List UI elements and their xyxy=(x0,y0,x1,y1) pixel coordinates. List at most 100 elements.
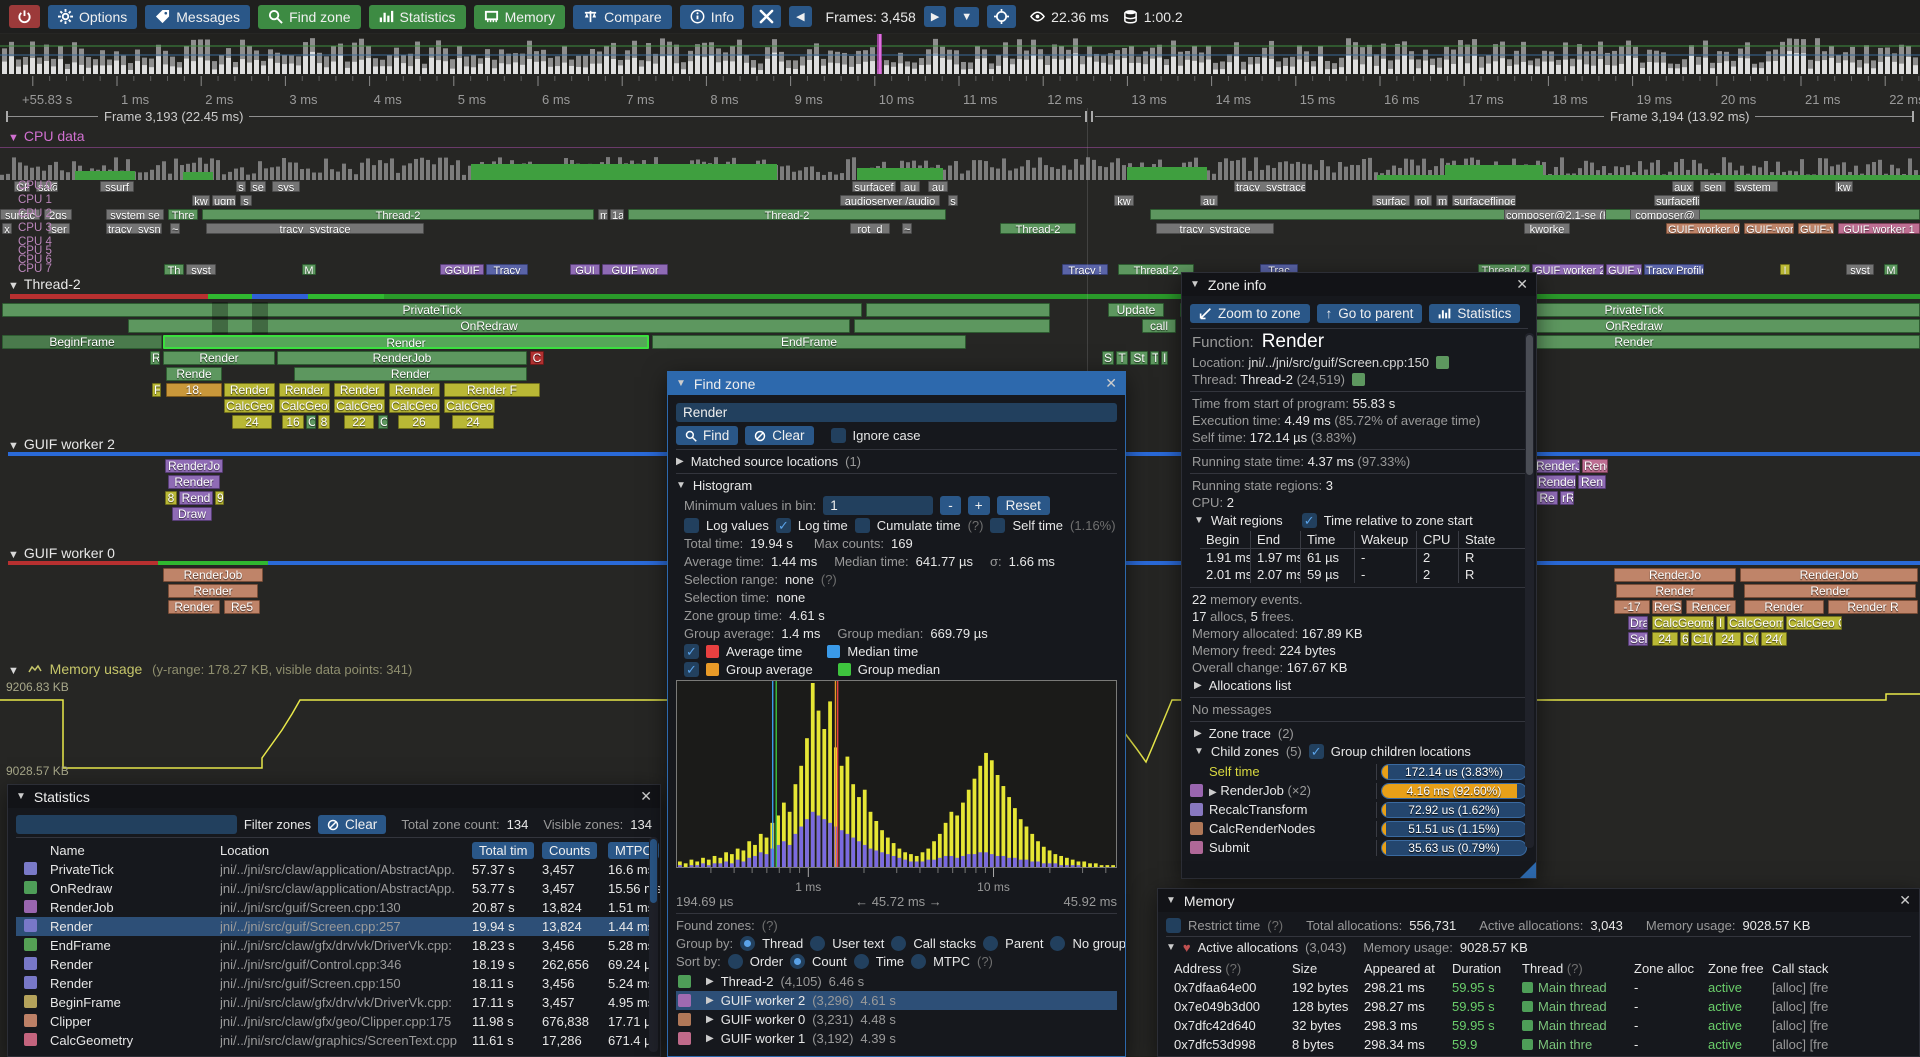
zone-tracy_systrace[interactable]: tracy_systrace xyxy=(1234,181,1306,192)
zone-8[interactable]: 8 xyxy=(318,415,330,429)
memory-titlebar[interactable]: ▼ Memory ✕ xyxy=(1158,889,1919,912)
zone-sen[interactable]: sen xyxy=(1700,181,1726,192)
zone-unlabeled[interactable] xyxy=(212,302,228,318)
zone-unlabeled[interactable] xyxy=(212,318,228,334)
zone-x[interactable]: x xyxy=(2,223,12,234)
thread2-header[interactable]: ▼ Thread-2 xyxy=(8,276,81,292)
found-zone-group[interactable]: ▶ GUIF worker 1 (3,192) 4.39 s xyxy=(676,1029,1117,1048)
zone-Render[interactable]: Render xyxy=(163,351,275,365)
frame-row[interactable]: Frame 3,193 (22.45 ms) Frame 3,194 (13.9… xyxy=(0,108,1920,125)
zone-CalcGeome[interactable]: CalcGeome xyxy=(1652,616,1714,630)
zone-CalcGeo[interactable]: CalcGeo xyxy=(389,399,440,413)
wait-region-row[interactable]: 1.91 ms 1.97 ms 61 µs -2 R xyxy=(1200,549,1528,566)
group-by-radio-user-text[interactable] xyxy=(810,936,826,951)
memory-col-header[interactable]: Address (?) xyxy=(1174,960,1242,976)
memory-allocation-row[interactable]: 0x7e049b3d00 128 bytes 298.27 ms 59.95 s Mai… xyxy=(1166,997,1911,1016)
zone-T[interactable]: T xyxy=(1150,351,1159,365)
zone-Tracy Profiler[interactable]: Tracy Profiler xyxy=(1644,264,1704,275)
zone-RenderJ[interactable]: RenderJ xyxy=(1534,459,1580,473)
zone-C[interactable]: C xyxy=(530,351,544,365)
zone-24[interactable]: 24 xyxy=(1715,632,1741,646)
zone-kw[interactable]: kw xyxy=(192,195,210,206)
log-time-checkbox[interactable]: ✓ xyxy=(775,518,791,533)
legend-checkbox[interactable]: ✓ xyxy=(684,644,699,659)
zone-Thre[interactable]: Thre xyxy=(168,209,198,220)
zone-m[interactable]: m xyxy=(1436,195,1448,206)
child-zone-row[interactable]: ▶ RenderJob (×2) 4.16 ms (92.60%) xyxy=(1190,781,1528,800)
memory-col-header[interactable]: Call stack xyxy=(1772,960,1829,976)
memory-allocation-row[interactable]: 0x7dfc42d640 32 bytes 298.3 ms 59.95 s Main … xyxy=(1166,1016,1911,1035)
zone-CalcGeor[interactable]: CalcGeor xyxy=(279,399,330,413)
zone-GUI[interactable]: GUI xyxy=(570,264,600,275)
col-counts-button[interactable]: Counts xyxy=(542,841,598,859)
statistics-row[interactable]: Clipper jni/../jni/src/claw/gfx/geo/Clipp… xyxy=(16,1012,658,1031)
memory-button[interactable]: Memory xyxy=(473,4,566,29)
zone-Thread-2[interactable]: Thread-2 xyxy=(1000,223,1076,234)
zone-Rend[interactable]: Rend xyxy=(1582,459,1608,473)
zone-syst[interactable]: syst xyxy=(1846,264,1874,275)
zone-Render[interactable]: Render xyxy=(224,383,275,397)
zone-Rencer[interactable]: Rencer xyxy=(1686,600,1736,614)
zone-Thread-2[interactable]: Thread-2 xyxy=(202,209,594,220)
zone-info-scrollbar[interactable] xyxy=(1525,333,1534,848)
memory-col-header[interactable]: Appeared at xyxy=(1364,960,1435,976)
zone-Render[interactable]: Render xyxy=(1616,584,1734,598)
zone-surfac[interactable]: surfac xyxy=(0,209,40,220)
zone-CalcGeo[interactable]: CalcGeo xyxy=(224,399,275,413)
zone-24([interactable]: 24( xyxy=(1761,632,1787,646)
zone-surfacefli[interactable]: surfacefli xyxy=(1654,195,1700,206)
statistics-button[interactable]: Statistics xyxy=(368,4,466,29)
min-bin-plus-button[interactable]: + xyxy=(967,496,990,515)
zone-se[interactable]: se xyxy=(250,181,266,192)
child-zone-row[interactable]: Submit 35.63 us (0.79%) xyxy=(1190,838,1528,857)
zone-F[interactable]: F xyxy=(152,383,161,397)
statistics-row[interactable]: OnRedraw jni/../jni/src/claw/application/… xyxy=(16,879,660,898)
zone-RenderJo[interactable]: RenderJo xyxy=(1614,568,1736,582)
found-zone-group[interactable]: ▶ GUIF worker 0 (3,231) 4.48 s xyxy=(676,1010,1117,1029)
zone-surfacef[interactable]: surfacef xyxy=(852,181,896,192)
zone-GUIF-w[interactable]: GUIF-w xyxy=(1798,223,1834,234)
zone-au[interactable]: au xyxy=(928,181,948,192)
zone-Dra[interactable]: Dra xyxy=(1628,616,1648,630)
guif-worker0-header[interactable]: ▼ GUIF worker 0 xyxy=(8,545,115,561)
zone-CalcGeo[interactable]: CalcGeo xyxy=(444,399,495,413)
zone-BeginFrame[interactable]: BeginFrame xyxy=(2,335,162,349)
info-button[interactable]: Info xyxy=(679,4,745,29)
zone-CalcGeo C[interactable]: CalcGeo C xyxy=(1786,616,1842,630)
zone-6[interactable]: 6 xyxy=(1680,632,1689,646)
group-by-radio-call-stacks[interactable] xyxy=(891,936,907,951)
zone-rol[interactable]: rol xyxy=(1414,195,1432,206)
zone-OnRedraw[interactable]: OnRedraw xyxy=(128,319,850,333)
zone-22[interactable]: 22 xyxy=(344,415,374,429)
zone-RenderJob[interactable]: RenderJob xyxy=(277,351,527,365)
reset-button[interactable]: Reset xyxy=(996,496,1050,515)
zone-rR[interactable]: rR xyxy=(1560,491,1574,505)
group-by-radio-parent[interactable] xyxy=(983,936,999,951)
alloc-call-stack[interactable]: [alloc] [fre xyxy=(1772,1037,1829,1052)
close-icon[interactable]: ✕ xyxy=(1899,892,1911,908)
zone-Th[interactable]: Th xyxy=(164,264,184,275)
zone-ssurf[interactable]: ssurf xyxy=(100,181,134,192)
compare-button[interactable]: Compare xyxy=(573,4,672,29)
statistics-row[interactable]: BeginFrame jni/../jni/src/claw/gfx/drv/vk… xyxy=(16,993,654,1012)
statistics-row[interactable]: PrivateTick jni/../jni/src/claw/applicati… xyxy=(16,860,654,879)
goto-frame-button[interactable] xyxy=(987,5,1017,28)
wait-regions-label[interactable]: Wait regions xyxy=(1210,513,1283,528)
sort-by-radio-mtpc[interactable] xyxy=(911,954,927,969)
location-value[interactable]: jni/../jni/src/guif/Screen.cpp:150 xyxy=(1248,355,1430,370)
go-to-parent-button[interactable]: ↑ Go to parent xyxy=(1316,304,1423,323)
resize-grip[interactable] xyxy=(1520,862,1536,878)
zone-~[interactable]: ~ xyxy=(170,223,180,234)
zone-GUIF worker 0[interactable]: GUIF worker 0 xyxy=(1666,223,1740,234)
zone-surfaceflinge[interactable]: surfaceflinge xyxy=(1452,195,1516,206)
zone-2gs[interactable]: 2gs xyxy=(44,209,72,220)
zone-Update[interactable]: Update xyxy=(1108,303,1164,317)
zone-Render[interactable]: Render xyxy=(1744,584,1916,598)
found-zone-group[interactable]: ▶ Thread-2 (4,105) 6.46 s xyxy=(676,972,1117,991)
zone-au[interactable]: au xyxy=(1200,195,1218,206)
alloc-call-stack[interactable]: [alloc] [fre xyxy=(1772,980,1829,995)
frame-label-1[interactable]: Frame 3,193 (22.45 ms) xyxy=(98,109,250,124)
matched-source-locations[interactable]: ▶ Matched source locations (1) xyxy=(676,454,1117,469)
zone-s[interactable]: s xyxy=(236,181,246,192)
zone-I[interactable]: I xyxy=(1161,351,1168,365)
